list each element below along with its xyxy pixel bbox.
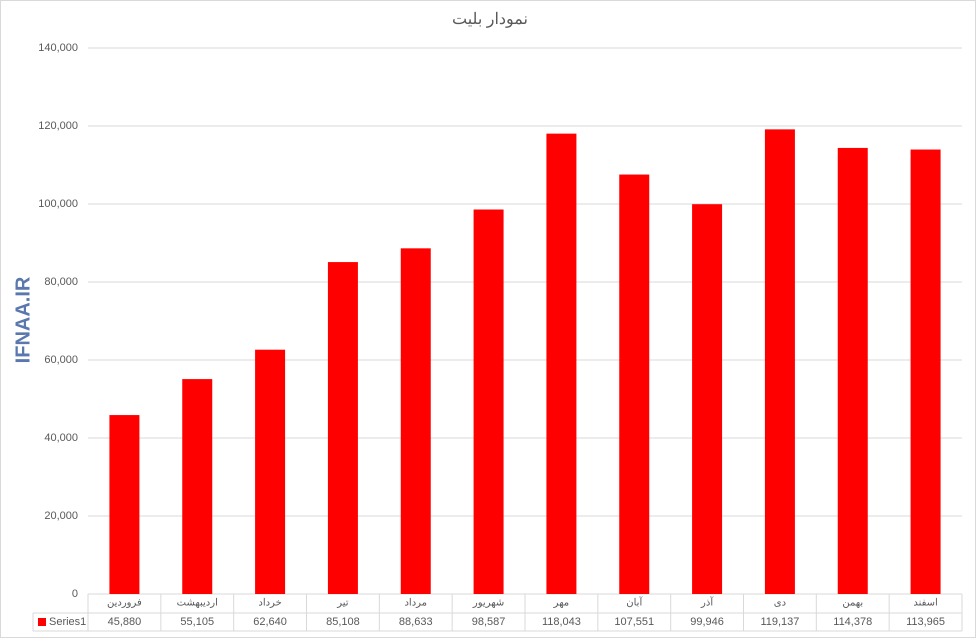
x-tick-label: بهمن bbox=[842, 598, 863, 609]
x-tick-label: مهر bbox=[553, 598, 569, 609]
table-value: 45,880 bbox=[108, 616, 142, 628]
y-tick-label: 80,000 bbox=[44, 276, 78, 288]
bar bbox=[327, 262, 358, 594]
x-tick-label: تیر bbox=[336, 598, 349, 609]
table-value: 98,587 bbox=[472, 616, 506, 628]
y-tick-label: 140,000 bbox=[38, 42, 78, 54]
bar bbox=[910, 149, 941, 594]
bar bbox=[182, 379, 213, 594]
x-tick-label: اسفند bbox=[913, 598, 937, 609]
bar bbox=[109, 415, 140, 594]
y-tick-label: 40,000 bbox=[44, 432, 78, 444]
table-value: 62,640 bbox=[253, 616, 287, 628]
bar bbox=[692, 204, 723, 594]
bar bbox=[764, 129, 795, 594]
table-value: 118,043 bbox=[542, 616, 581, 628]
table-value: 114,378 bbox=[833, 616, 872, 628]
x-tick-label: شهریور bbox=[472, 598, 504, 609]
y-tick-label: 20,000 bbox=[44, 510, 78, 522]
table-value: 85,108 bbox=[326, 616, 360, 628]
y-tick-label: 100,000 bbox=[38, 198, 78, 210]
legend-label: Series1 bbox=[49, 616, 86, 628]
bar bbox=[255, 349, 286, 594]
x-tick-label: آذر bbox=[700, 596, 714, 609]
bar bbox=[837, 147, 868, 595]
bar bbox=[400, 248, 431, 594]
x-tick-label: اردیبهشت bbox=[177, 598, 218, 609]
table-value: 113,965 bbox=[906, 616, 945, 628]
bar bbox=[473, 209, 504, 595]
legend-key bbox=[38, 618, 46, 626]
table-value: 107,551 bbox=[614, 616, 654, 628]
x-tick-label: دی bbox=[774, 598, 786, 609]
x-tick-label: فروردین bbox=[107, 598, 142, 609]
table-value: 88,633 bbox=[399, 616, 433, 628]
y-tick-label: 120,000 bbox=[38, 120, 78, 132]
chart-title: نمودار بلیت bbox=[452, 11, 528, 28]
x-tick-label: مرداد bbox=[404, 598, 427, 609]
bar bbox=[546, 133, 577, 594]
table-value: 119,137 bbox=[760, 616, 799, 628]
watermark: IFNAA.IR bbox=[12, 276, 34, 363]
x-tick-label: خرداد bbox=[258, 598, 281, 609]
table-value: 99,946 bbox=[690, 616, 724, 628]
table-value: 55,105 bbox=[180, 616, 214, 628]
y-tick-label: 60,000 bbox=[44, 354, 78, 366]
x-tick-label: آبان bbox=[626, 596, 643, 609]
bar bbox=[619, 174, 650, 595]
y-tick-label: 0 bbox=[72, 588, 78, 600]
